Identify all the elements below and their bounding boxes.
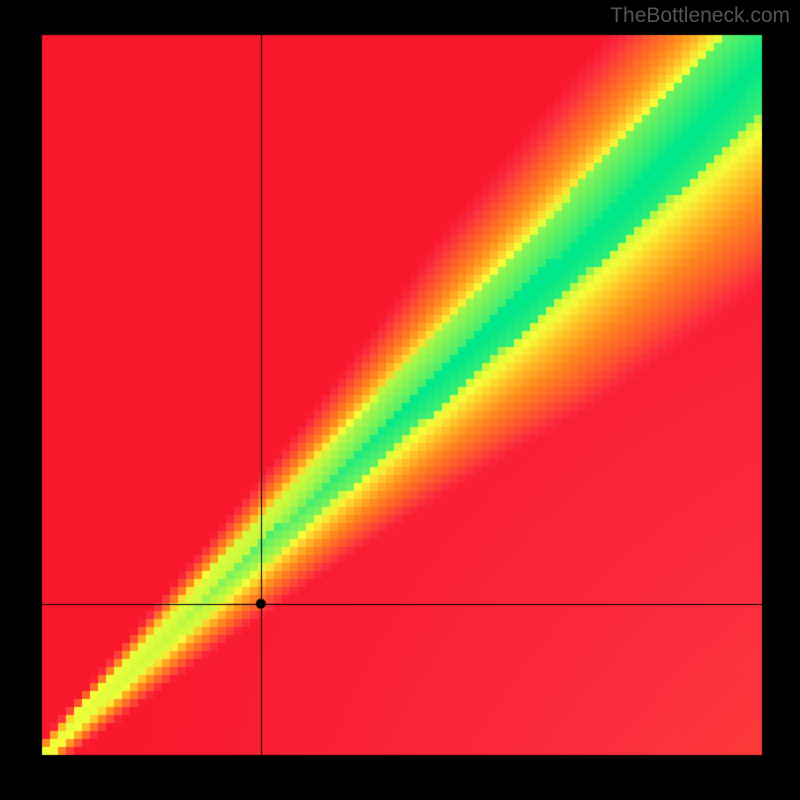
chart-container: TheBottleneck.com [0, 0, 800, 800]
watermark-label: TheBottleneck.com [610, 4, 790, 28]
heatmap-canvas [0, 0, 800, 800]
